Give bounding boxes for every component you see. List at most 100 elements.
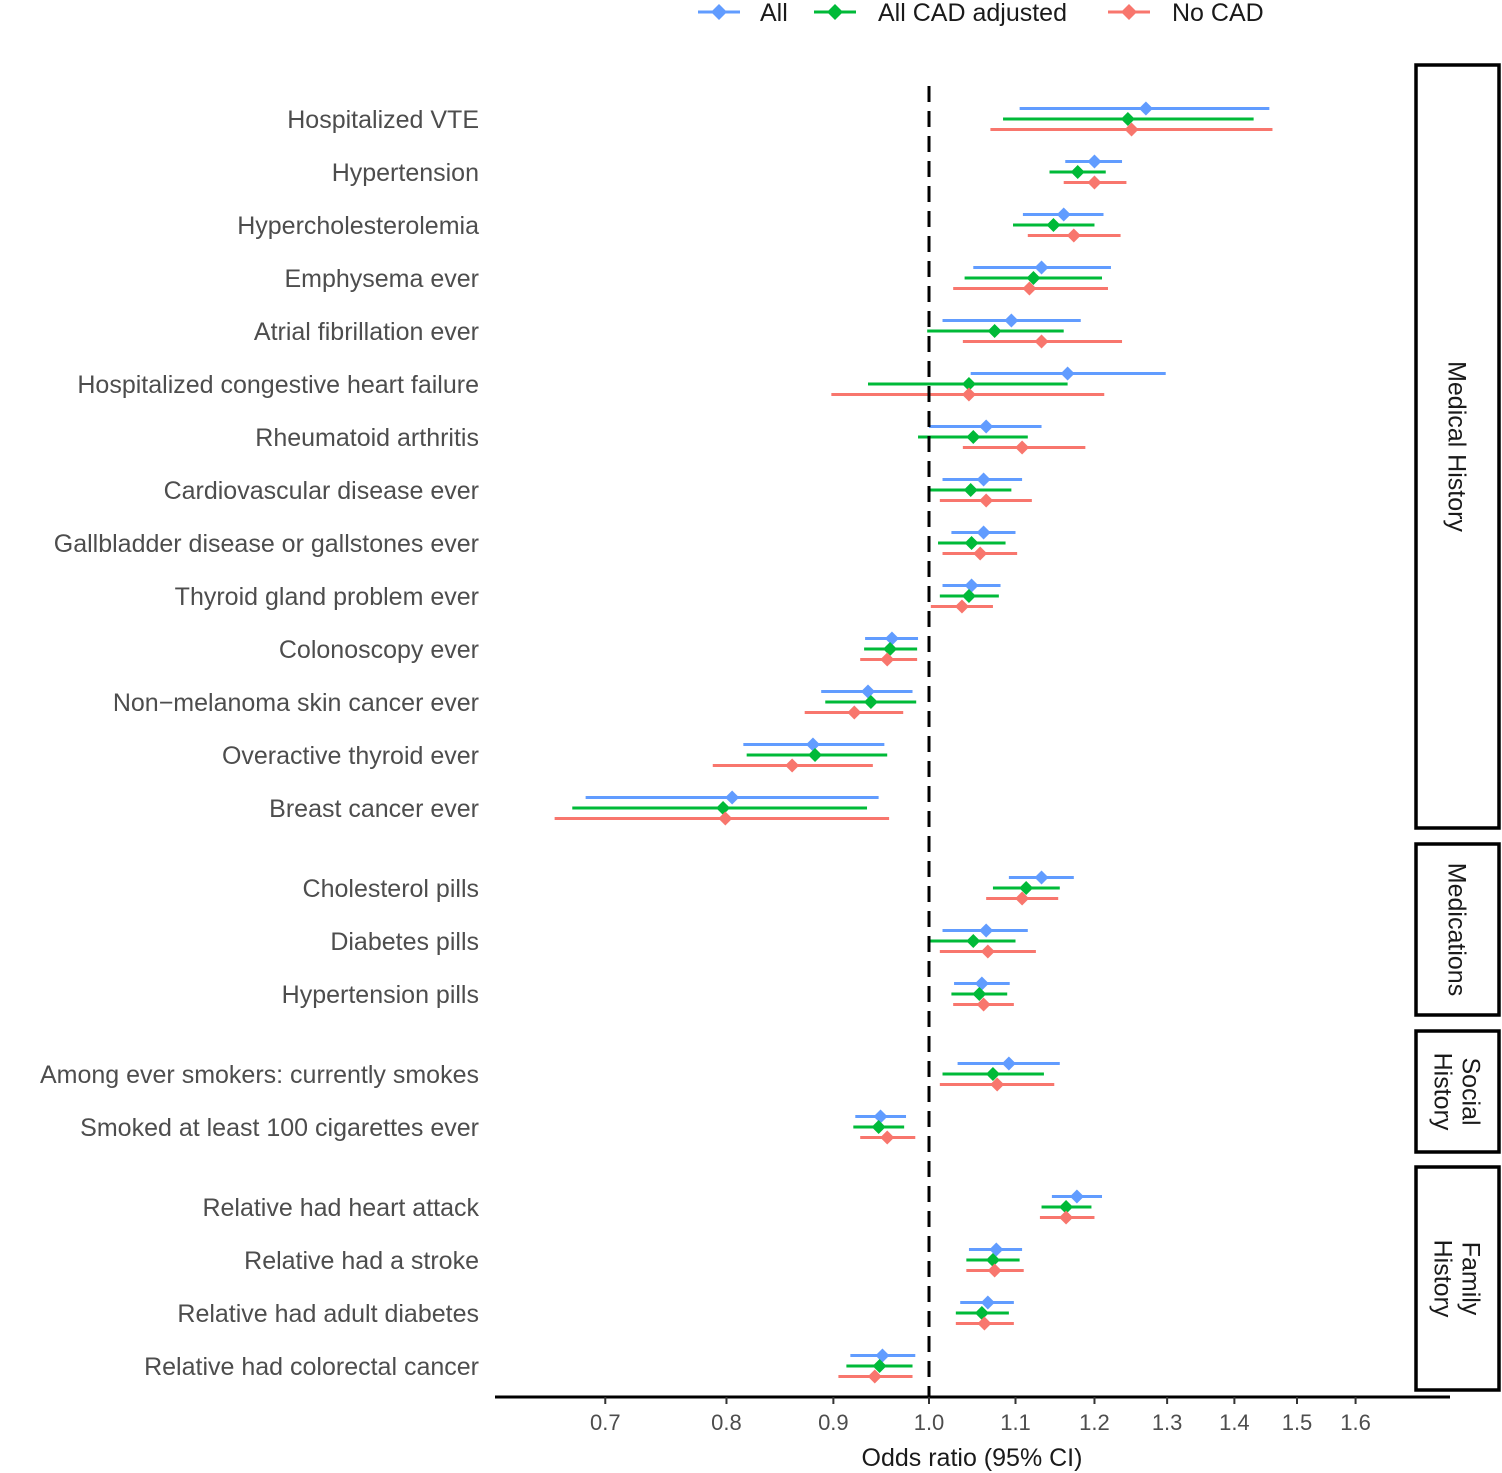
- x-tick-label: 1.1: [1000, 1410, 1031, 1435]
- row-label: Colonoscopy ever: [279, 636, 479, 664]
- row-label: Among ever smokers: currently smokes: [40, 1061, 479, 1089]
- row-label: Diabetes pills: [330, 928, 479, 956]
- row-label: Hypertension pills: [282, 981, 479, 1009]
- point-no-cad: [847, 705, 862, 720]
- legend-item-no-cad: No CAD: [1108, 0, 1264, 27]
- row-hospitalized-congestive-heart-failure: Hospitalized congestive heart failure: [77, 366, 1166, 402]
- panel-medications: Medications Cholesterol pills Diabetes pil…: [282, 842, 1501, 1017]
- point-all-cad-adjusted: [985, 1253, 1000, 1267]
- point-all: [1001, 1056, 1016, 1071]
- row-relative-had-a-stroke: Relative had a stroke: [244, 1242, 1024, 1278]
- point-all-cad-adjusted: [963, 483, 978, 497]
- x-tick-label: 0.9: [818, 1410, 849, 1435]
- point-all: [1060, 366, 1075, 381]
- row-non-melanoma-skin-cancer-ever: Non−melanoma skin cancer ever: [113, 684, 917, 720]
- point-all: [805, 737, 820, 752]
- row-hypertension-pills: Hypertension pills: [282, 976, 1014, 1012]
- point-no-cad: [1087, 175, 1102, 190]
- row-label: Smoked at least 100 cigarettes ever: [80, 1114, 479, 1142]
- row-label: Rheumatoid arthritis: [255, 424, 479, 452]
- point-all-cad-adjusted: [1059, 1200, 1074, 1214]
- panel-social-history: SocialHistory Among ever smokers: current…: [40, 1029, 1501, 1154]
- point-all: [1069, 1189, 1084, 1204]
- point-all: [976, 472, 991, 487]
- point-no-cad: [880, 652, 895, 667]
- row-label: Hypercholesterolemia: [237, 212, 479, 240]
- row-emphysema-ever: Emphysema ever: [284, 260, 1111, 296]
- legend-item-all: All: [698, 0, 788, 27]
- point-no-cad: [1015, 891, 1030, 906]
- point-all-cad-adjusted: [1019, 881, 1034, 895]
- row-label: Overactive thyroid ever: [222, 742, 479, 770]
- legend-item-all-cad-adjusted: All CAD adjusted: [814, 0, 1067, 27]
- panels: Medical History Hospitalized VTE Hypertens…: [40, 63, 1501, 1392]
- row-cardiovascular-disease-ever: Cardiovascular disease ever: [164, 472, 1032, 508]
- point-all-cad-adjusted: [1046, 218, 1061, 232]
- x-tick-label: 1.2: [1079, 1410, 1110, 1435]
- x-tick-label: 1.4: [1219, 1410, 1250, 1435]
- point-no-cad: [954, 599, 969, 614]
- point-all-cad-adjusted: [872, 1359, 887, 1373]
- point-all: [861, 684, 876, 699]
- row-relative-had-adult-diabetes: Relative had adult diabetes: [177, 1295, 1014, 1331]
- row-overactive-thyroid-ever: Overactive thyroid ever: [222, 737, 888, 773]
- x-tick-label: 0.8: [711, 1410, 742, 1435]
- point-all-cad-adjusted: [1120, 112, 1135, 126]
- point-all-cad-adjusted: [966, 934, 981, 948]
- point-all: [725, 790, 740, 805]
- point-no-cad: [1124, 122, 1139, 137]
- point-all: [1034, 870, 1049, 885]
- point-all-cad-adjusted: [985, 1067, 1000, 1081]
- row-label: Relative had heart attack: [202, 1194, 479, 1222]
- point-all: [1087, 154, 1102, 169]
- panel-medical-history: Medical History Hospitalized VTE Hypertens…: [54, 63, 1501, 830]
- row-rheumatoid-arthritis: Rheumatoid arthritis: [255, 419, 1086, 455]
- point-all-cad-adjusted: [966, 430, 981, 444]
- row-label: Atrial fibrillation ever: [254, 318, 479, 346]
- point-all-cad-adjusted: [1026, 271, 1041, 285]
- strip-label: Medications: [1443, 863, 1471, 996]
- point-all: [1004, 313, 1019, 328]
- point-all-cad-adjusted: [883, 642, 898, 656]
- row-label: Relative had colorectal cancer: [144, 1353, 479, 1381]
- point-all-cad-adjusted: [961, 589, 976, 603]
- row-smoked-at-least-100-cigarettes-ever: Smoked at least 100 cigarettes ever: [80, 1109, 916, 1145]
- x-tick-label: 0.7: [590, 1410, 621, 1435]
- row-label: Cholesterol pills: [303, 875, 479, 903]
- point-all: [964, 578, 979, 593]
- point-no-cad: [1015, 440, 1030, 455]
- point-all: [1056, 207, 1071, 222]
- legend-key-nocad-diamond: [1121, 4, 1137, 20]
- strip-label: SocialHistory: [1429, 1053, 1485, 1131]
- row-label: Cardiovascular disease ever: [164, 477, 479, 505]
- legend-label-no-cad: No CAD: [1172, 0, 1264, 27]
- row-gallbladder-disease-or-gallstones-ever: Gallbladder disease or gallstones ever: [54, 525, 1018, 561]
- point-all-cad-adjusted: [1070, 165, 1085, 179]
- x-tick-label: 1.6: [1340, 1410, 1371, 1435]
- point-all-cad-adjusted: [808, 748, 823, 762]
- point-all: [989, 1242, 1004, 1257]
- point-all-cad-adjusted: [972, 987, 987, 1001]
- point-no-cad: [867, 1369, 882, 1384]
- legend-label-all: All: [760, 0, 788, 27]
- row-label: Relative had a stroke: [244, 1247, 479, 1275]
- point-all-cad-adjusted: [871, 1120, 886, 1134]
- strip-box: [1414, 1029, 1501, 1154]
- row-hypercholesterolemia: Hypercholesterolemia: [237, 207, 1121, 243]
- point-no-cad: [979, 493, 994, 508]
- point-all-cad-adjusted: [987, 324, 1002, 338]
- legend-key-cad-diamond: [827, 4, 843, 20]
- point-no-cad: [976, 997, 991, 1012]
- row-breast-cancer-ever: Breast cancer ever: [269, 790, 890, 826]
- point-all: [1034, 260, 1049, 275]
- row-label: Non−melanoma skin cancer ever: [113, 689, 479, 717]
- point-all: [1138, 101, 1153, 116]
- x-axis: 0.7 0.8 0.9 1.0 1.1 1.2 1.3 1.4 1.5 1.6: [495, 1395, 1450, 1435]
- row-label: Relative had adult diabetes: [177, 1300, 479, 1328]
- row-label: Thyroid gland problem ever: [175, 583, 479, 611]
- x-tick-label: 1.3: [1152, 1410, 1183, 1435]
- row-colonoscopy-ever: Colonoscopy ever: [279, 631, 919, 667]
- row-relative-had-heart-attack: Relative had heart attack: [202, 1189, 1103, 1225]
- point-all-cad-adjusted: [716, 801, 731, 815]
